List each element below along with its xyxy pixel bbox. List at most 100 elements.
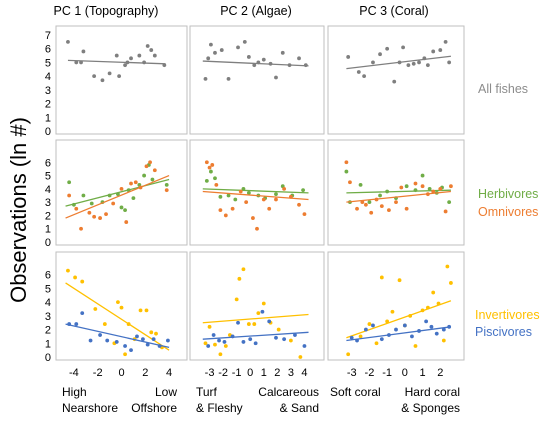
trend-line	[346, 300, 452, 339]
x-tick-label: 0	[247, 367, 253, 379]
data-point	[124, 220, 129, 224]
data-point	[218, 194, 223, 199]
panel-frame	[189, 139, 325, 246]
panel-frame	[55, 251, 188, 361]
trend-line	[202, 190, 309, 201]
data-point	[241, 340, 246, 344]
y-tick-label: 7	[45, 30, 51, 42]
data-point	[79, 226, 83, 231]
data-point	[92, 214, 97, 219]
data-point	[226, 193, 231, 198]
data-point	[253, 341, 258, 346]
data-point	[102, 322, 107, 326]
data-point	[211, 333, 216, 337]
data-point	[404, 184, 409, 189]
data-point	[274, 335, 278, 340]
row-label-piscivores: Piscivores	[475, 325, 532, 339]
y-tick-label: 4	[45, 71, 51, 83]
data-point	[379, 204, 384, 209]
panel-frame	[189, 25, 325, 135]
y-axis-title: Observations (ln #)	[6, 117, 31, 303]
data-point	[246, 55, 251, 59]
data-point	[420, 173, 425, 178]
row-label-invert-pisc: Invertivores Piscivores	[475, 308, 540, 339]
data-point	[358, 334, 363, 339]
data-point	[346, 55, 351, 59]
x-tick-label: 2	[142, 367, 148, 379]
data-point	[114, 53, 119, 58]
data-point	[218, 208, 223, 213]
data-point	[378, 193, 382, 198]
data-point	[129, 348, 133, 353]
x-tick-label: -1	[382, 367, 392, 379]
data-point	[424, 319, 429, 324]
data-point	[371, 323, 375, 328]
trend-line	[202, 331, 309, 340]
data-point	[438, 48, 443, 52]
data-point	[282, 337, 287, 342]
y-tick-label: 5	[45, 171, 51, 183]
data-point	[80, 311, 85, 316]
data-point	[233, 197, 238, 202]
trend-line	[65, 323, 170, 349]
trend-line	[67, 59, 166, 65]
data-point	[230, 206, 235, 211]
y-tick-label: 1	[45, 338, 51, 350]
data-point	[119, 305, 124, 310]
data-point	[236, 320, 240, 325]
y-tick-label: 6	[45, 270, 51, 282]
data-point	[129, 56, 133, 61]
data-point	[298, 355, 303, 359]
data-point	[237, 276, 242, 281]
data-point	[248, 337, 253, 342]
data-point	[98, 216, 102, 220]
data-point	[100, 78, 105, 83]
data-point	[387, 208, 391, 213]
data-point	[246, 322, 251, 326]
data-point	[406, 63, 411, 68]
panel-invert-pisc-pc2: -3 -2 -1 0 1 2 3 4	[189, 251, 325, 379]
y-tick-label: 4	[45, 184, 51, 196]
data-point	[152, 53, 157, 58]
trend-line	[202, 188, 309, 194]
row-label-invertivores: Invertivores	[475, 308, 540, 322]
data-point	[218, 352, 223, 357]
pc2-high-end-line2: & Sand	[280, 401, 319, 415]
data-point	[244, 200, 249, 205]
y-tick-label: 0	[45, 126, 51, 138]
trend-line	[346, 326, 451, 342]
data-point	[74, 60, 79, 65]
data-point	[431, 290, 436, 295]
pc1-high-end-line2: Offshore	[131, 401, 177, 415]
data-point	[238, 189, 243, 194]
data-point	[302, 344, 307, 348]
data-point	[131, 196, 136, 201]
row-label-omnivores: Omnivores	[478, 205, 538, 219]
pc3-high-end-line2: & Sponges	[401, 401, 460, 415]
pc1-low-end-line1: High	[62, 385, 87, 399]
data-point	[431, 49, 436, 54]
x-tick-label: 4	[166, 367, 172, 379]
data-point	[358, 182, 363, 187]
data-point	[135, 334, 139, 339]
data-point	[66, 268, 70, 273]
data-point	[66, 39, 70, 44]
data-point	[81, 49, 86, 54]
data-point	[234, 297, 239, 302]
data-point	[399, 185, 404, 190]
data-point	[67, 180, 72, 185]
data-point	[88, 338, 93, 343]
data-point	[105, 338, 110, 343]
data-point	[141, 337, 145, 342]
data-point	[374, 341, 379, 346]
col-title-1: PC 1 (Topography)	[54, 4, 159, 18]
data-point	[431, 189, 436, 194]
y-tick-label: 5	[45, 57, 51, 69]
panel-all-fishes-pc3	[327, 25, 465, 135]
x-tick-label: -3	[347, 367, 357, 379]
data-point	[154, 331, 158, 336]
y-tick-label: 6	[45, 44, 51, 56]
data-point	[219, 48, 224, 52]
